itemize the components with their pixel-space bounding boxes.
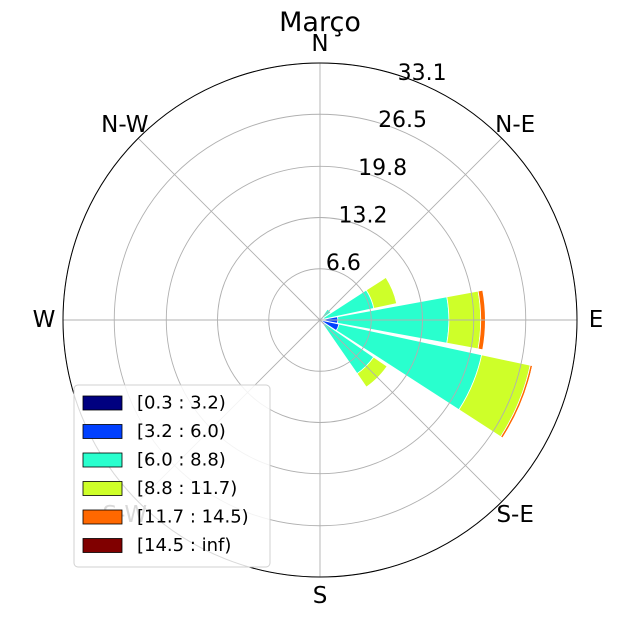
bars-layer [319,276,534,439]
bar-sector-2-bin-5 [502,365,534,439]
legend: [0.3 : 3.2) [3.2 : 6.0) [6.0 : 8.8) [8.8 : … [73,384,271,568]
bar-sector-0-bin-3 [365,276,398,309]
legend-label-3: [8.8 : 11.7) [137,478,237,499]
radial-tick-label: 33.1 [398,61,447,86]
direction-label-n-w: N-W [101,112,148,138]
legend-label-5: [14.5 : inf) [137,535,231,556]
radial-tick-label: 13.2 [339,204,388,229]
legend-label-0: [0.3 : 3.2) [137,393,226,414]
direction-label-s: S [313,583,328,609]
direction-label-n: N [311,31,328,57]
direction-label-n-e: N-E [495,112,535,138]
polar-grid [62,62,578,578]
legend-swatch-5 [82,538,123,553]
direction-label-w: W [33,307,56,333]
grid-spoke-7 [137,137,321,321]
legend-swatch-3 [82,481,123,496]
direction-label-e: E [589,307,604,333]
outer-ring [62,62,578,578]
radial-tick-label: 6.6 [326,251,361,276]
legend-swatch-4 [82,509,123,525]
grid-spoke-3 [319,319,503,503]
radial-tick-label: 26.5 [378,108,427,133]
legend-label-1: [3.2 : 6.0) [137,421,226,442]
chart-title: Março [279,7,361,38]
legend-frame [73,384,271,568]
legend-swatch-0 [82,395,123,411]
legend-label-2: [6.0 : 8.8) [137,450,226,471]
legend-label-4: [11.7 : 14.5) [137,507,249,528]
legend-swatch-2 [82,452,123,468]
grid-spoke-1 [319,137,503,321]
radial-labels: 6.6 13.2 19.8 26.5 33.1 [326,61,447,276]
radial-tick-label: 19.8 [358,156,407,181]
direction-label-s-e: S-E [496,502,533,528]
legend-swatch-1 [82,424,123,439]
